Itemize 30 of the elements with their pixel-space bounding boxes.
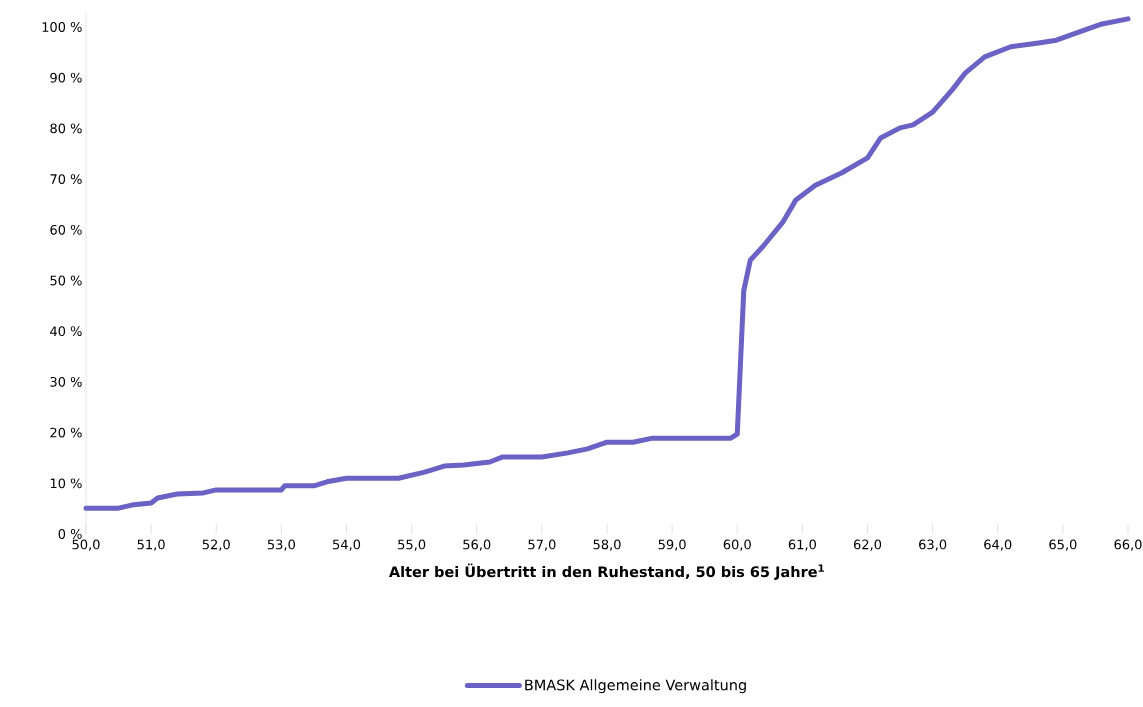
x-axis-title: Alter bei Übertritt in den Ruhestand, 50 bis 65 Jahre$^{1}$ [388, 563, 824, 580]
x-tick-label: 52,0 [202, 539, 230, 551]
x-tick-label: 62,0 [853, 539, 882, 551]
y-tick-label: 30 % [50, 376, 82, 387]
y-tick-label: 90 % [50, 72, 82, 83]
y-tick-label: 40 % [50, 326, 82, 337]
x-tick-label: 55,0 [398, 539, 426, 551]
x-tick-label: 57,0 [528, 539, 556, 551]
x-tick-label: 58,0 [593, 539, 621, 551]
x-tick-label: 63,0 [919, 539, 947, 551]
x-tick-label: 60,0 [723, 539, 751, 551]
legend-label: BMASK Allgemeine Verwaltung [525, 679, 746, 694]
x-tick-label: 56,0 [463, 539, 491, 551]
y-tick-label: 70 % [50, 174, 82, 185]
y-tick-label: 60 % [50, 224, 82, 235]
x-tick-label: 66,0 [1114, 539, 1142, 551]
x-tick-label: 53,0 [267, 539, 295, 551]
x-tick-label: 61,0 [788, 539, 816, 551]
x-tick-label: 54,0 [333, 539, 361, 551]
y-tick-label: 100 % [42, 22, 82, 32]
x-tick-label: 50,0 [72, 539, 100, 551]
y-tick-label: 0 % [58, 529, 82, 539]
y-tick-label: 10 % [50, 478, 82, 489]
y-tick-label: 20 % [50, 427, 82, 438]
y-tick-label: 50 % [50, 275, 82, 286]
x-tick-label: 51,0 [137, 539, 165, 551]
x-tick-label: 59,0 [658, 539, 686, 551]
y-tick-label: 80 % [50, 123, 82, 134]
x-tick-label: 64,0 [984, 539, 1012, 551]
x-tick-label: 65,0 [1049, 539, 1077, 551]
